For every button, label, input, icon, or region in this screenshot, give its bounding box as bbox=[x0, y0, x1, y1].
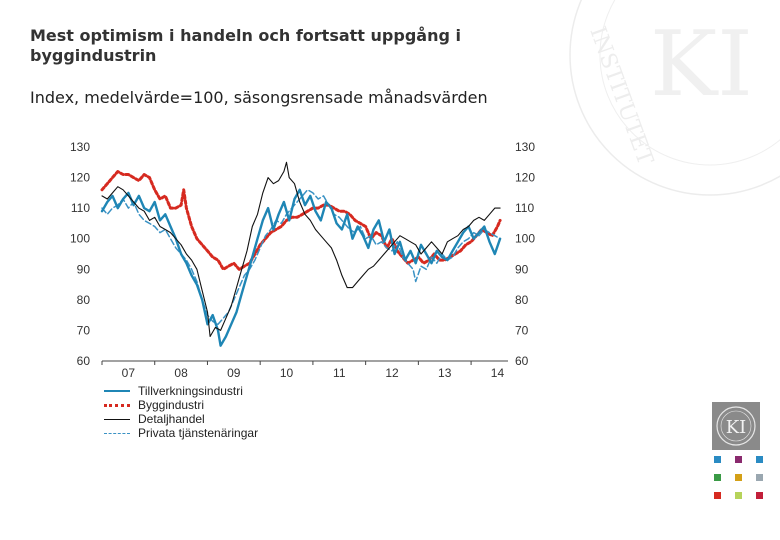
series-line-privata bbox=[101, 189, 501, 326]
legend-item-bygg: Byggindustri bbox=[104, 398, 258, 412]
x-tick-label: 14 bbox=[491, 366, 505, 380]
y-tick-right: 120 bbox=[515, 171, 535, 185]
ki-logo-icon: KI bbox=[712, 402, 760, 450]
y-tick-left: 90 bbox=[77, 262, 91, 276]
chart-lines bbox=[100, 161, 502, 347]
y-tick-left: 130 bbox=[70, 140, 90, 154]
chart-legend: Tillverkningsindustri Byggindustri Detal… bbox=[104, 384, 258, 440]
x-tick-label: 13 bbox=[438, 366, 452, 380]
y-tick-right: 60 bbox=[515, 354, 529, 368]
legend-swatch-tillverkning bbox=[104, 390, 130, 392]
x-tick-label: 09 bbox=[227, 366, 241, 380]
slide-subtitle: Index, medelvärde=100, säsongsrensade må… bbox=[30, 88, 488, 107]
color-swatch bbox=[756, 492, 763, 499]
svg-text:KI: KI bbox=[650, 12, 753, 117]
y-tick-right: 110 bbox=[515, 201, 534, 215]
y-tick-left: 60 bbox=[77, 354, 91, 368]
color-swatch bbox=[714, 474, 721, 481]
y-tick-left: 100 bbox=[70, 232, 90, 246]
color-swatch-grid bbox=[714, 456, 763, 499]
legend-label-privata: Privata tjänstenäringar bbox=[138, 426, 259, 440]
x-tick-label: 07 bbox=[122, 366, 136, 380]
y-tick-left: 120 bbox=[70, 171, 90, 185]
chart-axes: 130 130 120 120 110 110 100 100 90 90 80 80 70 70 60 60… bbox=[70, 140, 535, 380]
color-swatch bbox=[756, 456, 763, 463]
x-tick-label: 11 bbox=[333, 366, 346, 380]
x-tick-label: 08 bbox=[174, 366, 188, 380]
watermark-seal-icon: KI INSTITUTET bbox=[569, 0, 780, 196]
legend-swatch-detalj bbox=[104, 418, 130, 420]
y-tick-right: 70 bbox=[515, 323, 529, 337]
legend-swatch-bygg bbox=[104, 403, 130, 407]
color-swatch bbox=[735, 474, 742, 481]
x-tick-label: 10 bbox=[280, 366, 294, 380]
y-tick-left: 110 bbox=[71, 201, 90, 215]
legend-item-tillverkning: Tillverkningsindustri bbox=[104, 384, 258, 398]
y-tick-right: 100 bbox=[515, 232, 535, 246]
svg-text:KI: KI bbox=[726, 417, 747, 438]
color-swatch bbox=[756, 474, 763, 481]
y-tick-right: 80 bbox=[515, 293, 529, 307]
legend-label-tillverkning: Tillverkningsindustri bbox=[138, 384, 243, 398]
y-tick-left: 80 bbox=[77, 293, 91, 307]
series-line-tillverkning bbox=[100, 188, 502, 347]
y-tick-left: 70 bbox=[77, 323, 91, 337]
legend-label-bygg: Byggindustri bbox=[138, 398, 205, 412]
slide-title: Mest optimism i handeln och fortsatt upp… bbox=[30, 26, 461, 65]
legend-item-detalj: Detaljhandel bbox=[104, 412, 258, 426]
legend-swatch-privata bbox=[104, 432, 130, 434]
color-swatch bbox=[735, 456, 742, 463]
y-tick-right: 130 bbox=[515, 140, 535, 154]
color-swatch bbox=[735, 492, 742, 499]
legend-item-privata: Privata tjänstenäringar bbox=[104, 426, 258, 440]
color-swatch bbox=[714, 492, 721, 499]
legend-label-detalj: Detaljhandel bbox=[138, 412, 205, 426]
y-tick-right: 90 bbox=[515, 262, 529, 276]
x-tick-label: 12 bbox=[385, 366, 399, 380]
color-swatch bbox=[714, 456, 721, 463]
series-line-detalj bbox=[101, 161, 501, 338]
